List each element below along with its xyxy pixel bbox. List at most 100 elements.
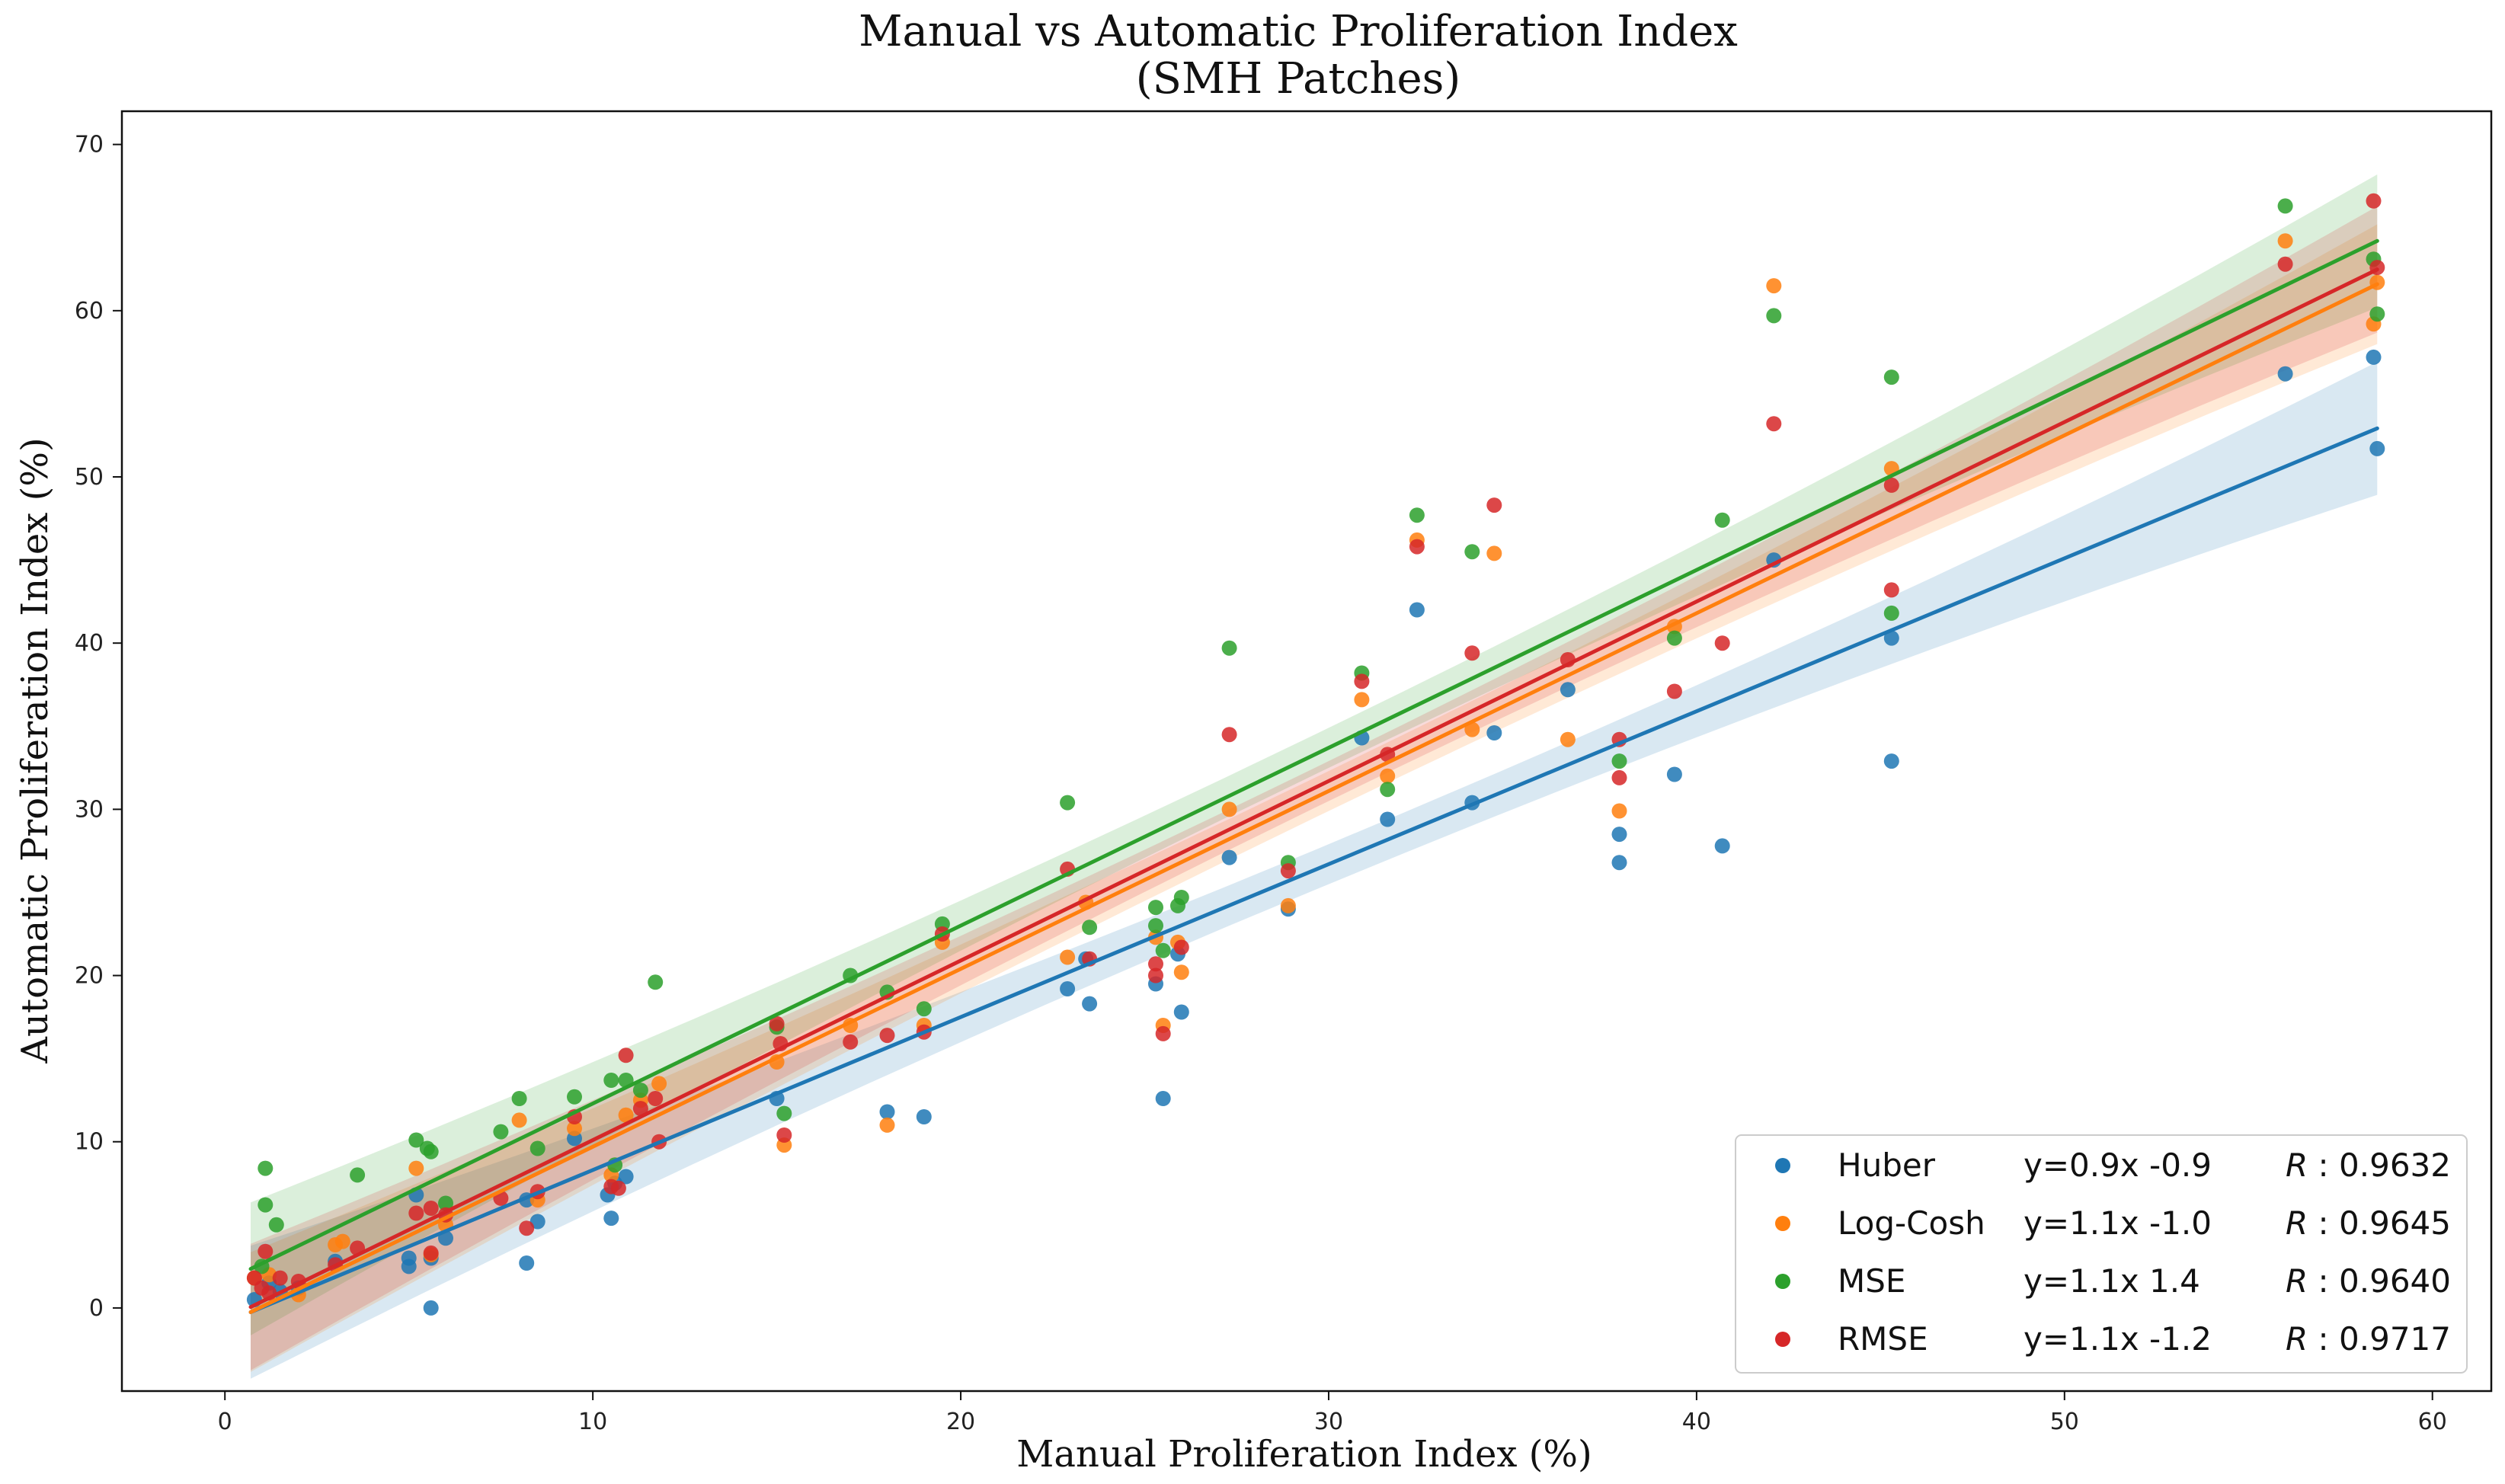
point-rmse xyxy=(1173,939,1189,955)
point-mse xyxy=(1883,605,1899,621)
point-log-cosh xyxy=(408,1160,424,1176)
point-log-cosh xyxy=(2277,233,2293,249)
legend-box xyxy=(1735,1134,2468,1374)
point-mse xyxy=(258,1160,274,1176)
y-tick-label: 70 xyxy=(75,132,104,158)
point-huber xyxy=(2366,349,2382,365)
legend-label-log-cosh: Log-Cosh xyxy=(1838,1204,1985,1242)
point-huber xyxy=(1082,996,1098,1012)
point-mse xyxy=(567,1089,582,1105)
y-axis-label: Automatic Proliferation Index (%) xyxy=(14,437,56,1063)
point-rmse xyxy=(519,1220,535,1236)
legend-r-value-rmse: R : 0.9717 xyxy=(2286,1320,2451,1358)
y-tick-label: 40 xyxy=(75,630,104,657)
point-huber xyxy=(1560,682,1576,698)
point-huber xyxy=(1611,827,1627,843)
point-rmse xyxy=(1611,769,1627,785)
point-huber xyxy=(1380,811,1396,827)
legend-r-value-mse: R : 0.9640 xyxy=(2286,1262,2451,1300)
legend-marker-huber xyxy=(1775,1158,1790,1173)
point-mse xyxy=(511,1091,527,1106)
point-mse xyxy=(2277,198,2293,214)
point-rmse xyxy=(610,1180,626,1196)
point-mse xyxy=(2369,306,2385,322)
point-log-cosh xyxy=(334,1233,350,1249)
point-huber xyxy=(879,1104,895,1120)
point-mse xyxy=(1714,512,1730,528)
point-mse xyxy=(1148,918,1163,934)
point-mse xyxy=(916,1001,932,1017)
x-axis-label: Manual Proliferation Index (%) xyxy=(1016,1433,1592,1476)
point-rmse xyxy=(1883,582,1899,598)
legend-equation-rmse: y=1.1x -1.2 xyxy=(2024,1320,2212,1358)
point-rmse xyxy=(769,1015,785,1031)
point-log-cosh xyxy=(511,1112,527,1128)
point-mse xyxy=(350,1167,366,1183)
point-mse xyxy=(1221,640,1237,656)
point-huber xyxy=(916,1109,932,1124)
point-huber xyxy=(519,1255,535,1271)
x-tick-label: 40 xyxy=(1682,1409,1711,1435)
point-rmse xyxy=(1148,956,1163,972)
point-rmse xyxy=(1486,497,1502,513)
point-mse xyxy=(1666,630,1682,646)
point-rmse xyxy=(423,1201,439,1216)
point-mse xyxy=(1148,900,1163,916)
point-huber xyxy=(1486,725,1502,740)
regression-line-mse xyxy=(248,238,2379,1271)
points-layer xyxy=(246,193,2385,1316)
y-tick-label: 20 xyxy=(75,963,104,990)
point-rmse xyxy=(1221,727,1237,743)
point-log-cosh xyxy=(651,1076,667,1092)
legend-label-rmse: RMSE xyxy=(1838,1320,1928,1358)
point-mse xyxy=(268,1217,284,1233)
point-log-cosh xyxy=(1221,801,1237,817)
y-tick-label: 50 xyxy=(75,464,104,491)
point-rmse xyxy=(1155,1025,1171,1041)
y-tick-label: 60 xyxy=(75,298,104,325)
point-huber xyxy=(423,1300,439,1316)
point-mse xyxy=(648,974,664,990)
point-rmse xyxy=(776,1127,792,1143)
point-huber xyxy=(1611,855,1627,871)
regression-line-rmse xyxy=(248,267,2379,1310)
point-log-cosh xyxy=(1464,721,1480,737)
x-tick-label: 0 xyxy=(218,1409,232,1435)
legend-label-mse: MSE xyxy=(1838,1262,1905,1300)
y-ticks: 0 10 20 30 40 50 60 70 xyxy=(75,132,122,1322)
point-mse xyxy=(423,1143,439,1159)
point-rmse xyxy=(272,1270,288,1286)
legend-equation-mse: y=1.1x 1.4 xyxy=(2024,1262,2200,1300)
regression-line-huber xyxy=(248,426,2379,1314)
point-rmse xyxy=(632,1101,648,1117)
point-mse xyxy=(603,1073,619,1088)
point-huber xyxy=(1666,766,1682,782)
point-huber xyxy=(1714,838,1730,854)
x-tick-label: 20 xyxy=(946,1409,975,1435)
point-log-cosh xyxy=(618,1107,634,1123)
point-huber xyxy=(1221,849,1237,865)
point-mse xyxy=(1155,942,1171,958)
point-log-cosh xyxy=(567,1121,582,1137)
point-huber xyxy=(529,1214,545,1230)
point-mse xyxy=(258,1197,274,1213)
point-rmse xyxy=(1766,416,1782,432)
legend-marker-log-cosh xyxy=(1775,1216,1790,1231)
point-rmse xyxy=(618,1047,634,1063)
point-huber xyxy=(1173,1004,1189,1020)
point-log-cosh xyxy=(1354,692,1370,708)
point-mse xyxy=(1766,308,1782,324)
point-mse xyxy=(776,1105,792,1121)
point-mse xyxy=(1380,782,1396,798)
point-mse xyxy=(529,1140,545,1156)
point-log-cosh xyxy=(1560,731,1576,747)
point-log-cosh xyxy=(879,1117,895,1133)
point-huber xyxy=(1883,630,1899,646)
point-huber xyxy=(1409,602,1425,618)
point-log-cosh xyxy=(1060,949,1076,965)
point-rmse xyxy=(408,1205,424,1221)
point-mse xyxy=(1173,890,1189,905)
point-rmse xyxy=(843,1034,859,1050)
lines-layer xyxy=(248,238,2379,1314)
